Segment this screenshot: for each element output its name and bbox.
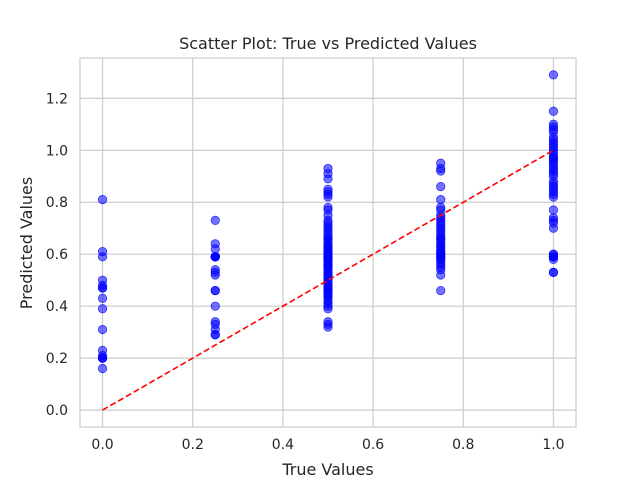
scatter-point <box>210 270 220 280</box>
x-tick-label: 0.4 <box>272 437 294 453</box>
scatter-point <box>436 195 446 205</box>
reference-line <box>102 149 554 411</box>
scatter-point <box>548 135 559 145</box>
scatter-point <box>323 241 333 251</box>
scatter-point <box>97 324 108 335</box>
scatter-point <box>548 153 559 163</box>
y-tick-label: 0.0 <box>46 403 68 419</box>
scatter-point <box>210 301 220 311</box>
scatter-point <box>97 353 108 363</box>
scatter-point <box>548 267 559 277</box>
scatter-point <box>210 285 220 296</box>
scatter-point <box>548 249 559 259</box>
scatter-point <box>548 106 559 116</box>
points-layer <box>97 70 559 374</box>
chart-title: Scatter Plot: True vs Predicted Values <box>179 34 477 53</box>
scatter-point <box>97 195 108 205</box>
x-tick-label: 0.2 <box>182 437 204 453</box>
scatter-point <box>97 304 108 314</box>
scatter-point <box>436 254 446 264</box>
scatter-point <box>436 166 446 176</box>
x-tick-label: 0.0 <box>91 437 113 453</box>
scatter-point <box>436 270 446 280</box>
plot-frame <box>79 57 577 428</box>
y-tick-label: 1.0 <box>46 143 68 159</box>
scatter-point <box>548 205 559 215</box>
scatter-point <box>548 166 559 176</box>
scatter-point <box>97 283 108 293</box>
scatter-point <box>323 192 333 202</box>
scatter-point <box>323 259 333 270</box>
grid <box>80 58 576 427</box>
scatter-point <box>548 70 559 80</box>
scatter-point <box>436 234 446 244</box>
y-tick-label: 0.6 <box>46 247 68 263</box>
scatter-point <box>323 322 333 332</box>
scatter-point <box>436 285 446 296</box>
plot-area <box>79 57 577 428</box>
scatter-point <box>323 221 333 231</box>
scatter-point <box>210 252 220 262</box>
y-tick-label: 0.4 <box>46 299 68 315</box>
scatter-point <box>548 223 559 233</box>
reference-line-layer <box>102 149 554 411</box>
y-tick-label: 0.8 <box>46 195 68 211</box>
y-axis-label: Predicted Values <box>17 177 36 309</box>
x-axis-ticks: 0.0 0.2 0.4 0.6 0.8 1.0 <box>91 437 564 453</box>
scatter-point <box>436 182 446 192</box>
x-tick-label: 1.0 <box>542 437 564 453</box>
scatter-point <box>548 192 559 202</box>
x-tick-label: 0.6 <box>362 437 384 453</box>
y-tick-label: 0.2 <box>46 351 68 367</box>
scatter-point <box>210 330 220 340</box>
scatter-point <box>323 304 333 314</box>
scatter-point <box>210 244 220 254</box>
scatter-point <box>323 283 333 293</box>
scatter-point <box>548 179 559 189</box>
y-tick-label: 1.2 <box>46 91 68 107</box>
scatter-point <box>97 293 108 303</box>
scatter-point <box>97 252 108 262</box>
scatter-point <box>323 267 333 277</box>
scatter-point <box>210 215 220 226</box>
x-tick-label: 0.8 <box>452 437 474 453</box>
scatter-point <box>436 241 446 251</box>
y-axis-ticks: 0.0 0.2 0.4 0.6 0.8 1.0 1.2 <box>46 91 68 419</box>
scatter-point <box>323 234 333 244</box>
scatter-point <box>97 363 108 374</box>
x-axis-label: True Values <box>281 460 373 479</box>
scatter-point <box>323 174 333 184</box>
